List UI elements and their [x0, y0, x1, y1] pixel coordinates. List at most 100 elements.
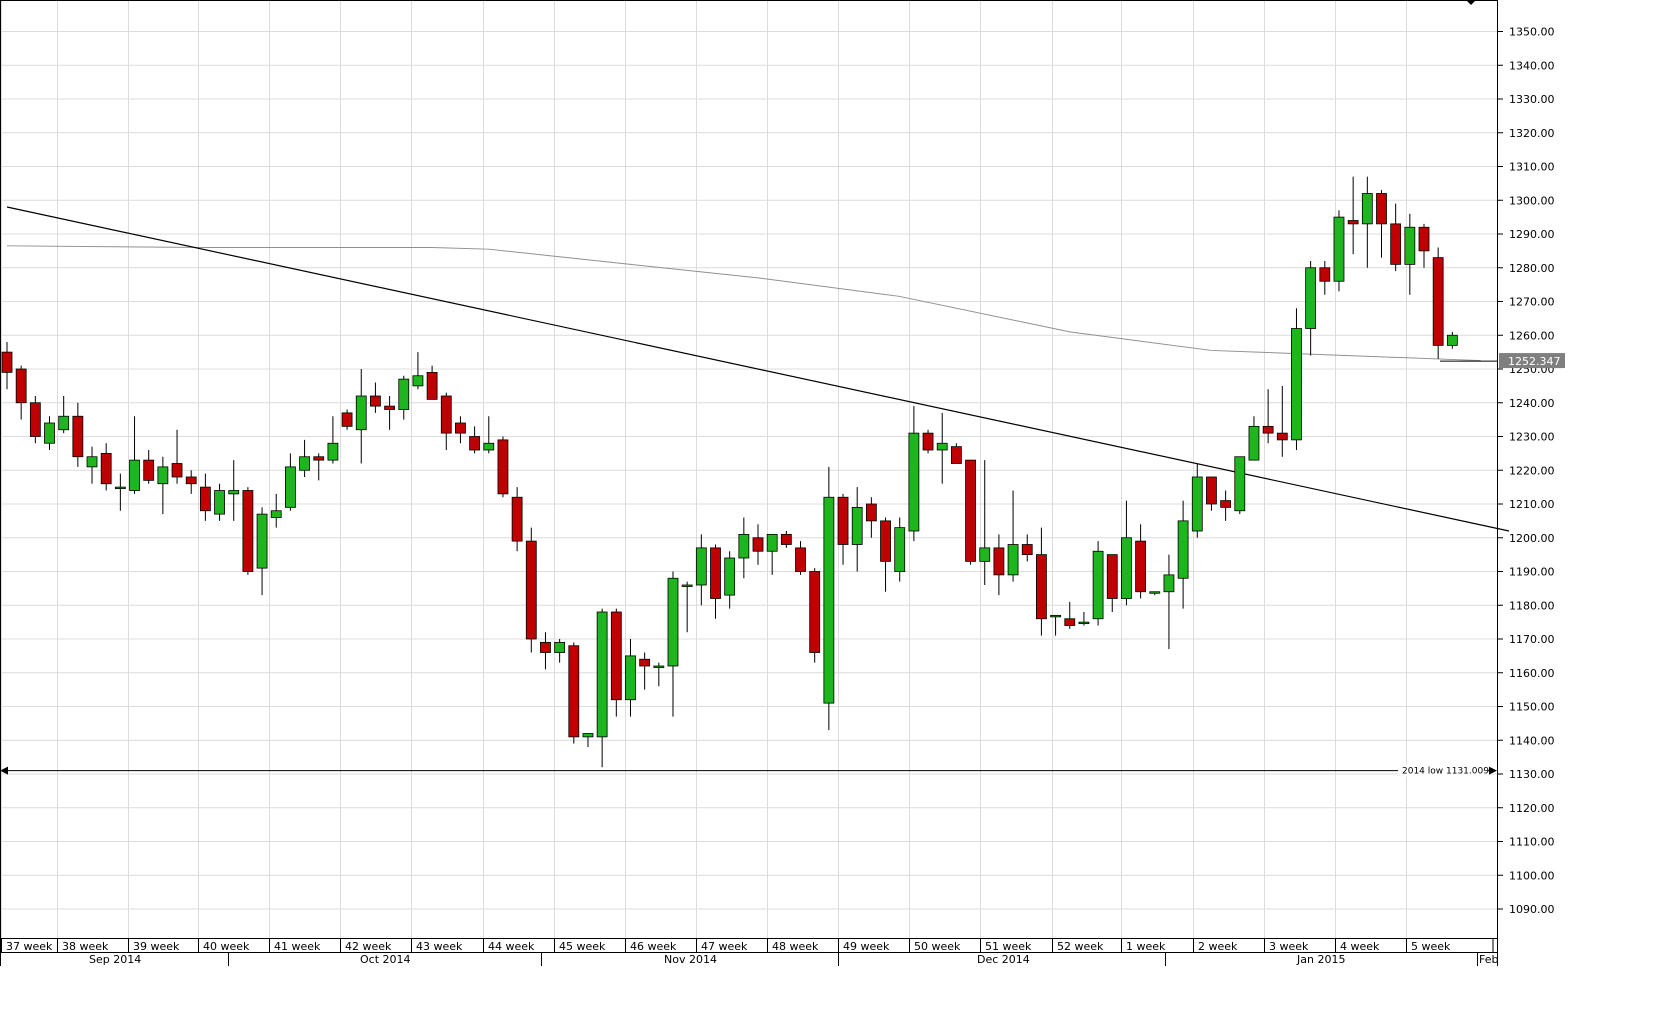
week-label: 42 week	[345, 940, 392, 953]
candle-body-down	[950, 446, 962, 464]
price-tick-label: 1150.00	[1509, 701, 1555, 714]
price-tick-label: 1130.00	[1509, 768, 1555, 781]
candle-body-up	[851, 506, 863, 545]
candle-body-up	[214, 490, 225, 515]
candle-body-down	[469, 436, 481, 451]
candle-body-up	[58, 415, 70, 431]
week-label: 43 week	[416, 940, 463, 953]
price-axis: 1090.00 1100.00 1110.00 1120.00 1130.00 1140.…	[1497, 26, 1565, 916]
week-label: 3 week	[1269, 940, 1309, 953]
support-line-group: 2014 low 1131.009	[0, 360, 1497, 777]
price-tick-label: 1230.00	[1509, 431, 1555, 444]
candle-body-down	[965, 459, 976, 562]
candle-body-down	[15, 368, 27, 404]
support-label: 2014 low	[1402, 767, 1443, 777]
price-tick-label: 1120.00	[1509, 802, 1555, 815]
arrow-right-icon	[1489, 766, 1497, 775]
price-tick-label: 1300.00	[1509, 194, 1555, 207]
candle-body-down	[100, 452, 112, 485]
candle-body-up	[979, 547, 991, 562]
candle-body-up	[1446, 334, 1458, 346]
candle-body-up	[1007, 544, 1019, 576]
candle-body-up	[1163, 574, 1175, 593]
candle-body-down	[1347, 220, 1359, 225]
candle-body-down	[1106, 554, 1118, 599]
candle-body-down	[837, 496, 849, 545]
week-label: 40 week	[203, 940, 250, 953]
candle-body-up	[157, 466, 169, 485]
price-tick-label: 1180.00	[1509, 599, 1555, 612]
candle-body-up	[936, 442, 948, 451]
time-axis: 37 week 38 week 39 week 40 week 41 week 42 we…	[0, 938, 1498, 966]
candle-body-up	[398, 378, 410, 410]
candle-body-down	[313, 456, 325, 461]
candle-body-down	[1432, 257, 1444, 346]
price-tick-label: 1310.00	[1509, 161, 1555, 174]
candle-body-down	[1418, 226, 1430, 252]
week-label: 2 week	[1198, 940, 1238, 953]
candle-body-up	[355, 395, 367, 431]
candle-body-down	[1064, 618, 1076, 626]
support-value-label: 1131.009	[1446, 767, 1489, 777]
week-label: 51 week	[985, 940, 1032, 953]
price-tick-label: 1210.00	[1509, 498, 1555, 511]
price-tick-label: 1100.00	[1509, 869, 1555, 882]
candle-body-down	[440, 395, 452, 434]
candle-body-up	[483, 442, 495, 451]
candle-body-up	[625, 655, 636, 701]
month-label: Nov 2014	[664, 953, 717, 966]
week-label: 4 week	[1340, 940, 1380, 953]
chevron-down-icon	[1466, 0, 1476, 5]
candle-body-up	[908, 432, 920, 532]
trendline	[6, 206, 1510, 532]
price-tick-label: 1090.00	[1509, 903, 1555, 916]
candle-body-down	[1390, 223, 1402, 265]
candle-body-down	[1021, 544, 1033, 556]
candle-body-up	[667, 577, 679, 667]
candle-body-down	[143, 459, 155, 481]
candle-body-up	[1234, 456, 1246, 512]
candle-body-down	[199, 486, 211, 512]
candle-body-up	[1078, 621, 1090, 625]
candle-body-up	[86, 456, 98, 468]
candle-body-down	[610, 611, 622, 701]
price-tick-label: 1350.00	[1509, 26, 1555, 39]
candle-body-down	[497, 439, 509, 495]
candle-body-up	[1050, 614, 1061, 618]
candle-body-down	[185, 476, 197, 485]
grid	[0, 0, 1497, 938]
candle-body-up	[114, 486, 126, 490]
candle-body-up	[1248, 425, 1260, 461]
month-label: Jan 2015	[1296, 953, 1345, 966]
candle-body-down	[540, 641, 551, 653]
candle-body-down	[1220, 500, 1232, 508]
candle-body-down	[922, 432, 934, 451]
candle-body-down	[1036, 554, 1047, 620]
price-tick-label: 1270.00	[1509, 296, 1555, 309]
candle-body-down	[1262, 425, 1274, 434]
candle-body-down	[865, 503, 877, 522]
month-label: Sep 2014	[89, 953, 141, 966]
candle-body-up	[327, 442, 339, 461]
candle-body-up	[270, 510, 282, 518]
chart-frame	[0, 0, 1498, 966]
candle-body-down	[455, 422, 466, 434]
month-label: Oct 2014	[360, 953, 411, 966]
price-tick-label: 1240.00	[1509, 397, 1555, 410]
candle-body-up	[412, 375, 424, 387]
price-tick-label: 1170.00	[1509, 633, 1555, 646]
moving-average-layer	[6, 245, 1481, 362]
candle-body-down	[568, 645, 580, 738]
candle-body-down	[1376, 193, 1387, 225]
month-label: Feb	[1479, 953, 1498, 966]
week-label: 44 week	[488, 940, 535, 953]
candle-body-down	[370, 395, 381, 407]
candle-body-down	[242, 490, 254, 572]
week-label: 46 week	[630, 940, 677, 953]
week-label: 50 week	[914, 940, 961, 953]
candle-body-down	[511, 496, 523, 542]
week-label: 49 week	[843, 940, 890, 953]
candle-body-up	[1191, 476, 1203, 532]
candle-body-up	[681, 584, 693, 587]
